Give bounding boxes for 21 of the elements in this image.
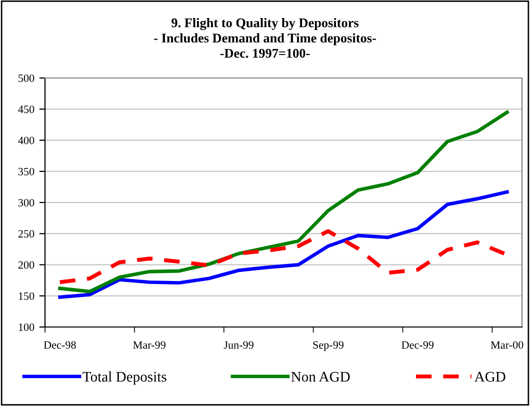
line-series <box>58 110 509 294</box>
y-tick-label: 450 <box>18 106 34 114</box>
legend-label: AGD <box>474 372 506 382</box>
x-tick-label: Mar-00 <box>490 341 524 349</box>
y-tick-label: 350 <box>18 168 34 176</box>
y-tick-label: 150 <box>18 292 34 300</box>
x-tick-label: Sep-99 <box>313 341 344 351</box>
x-tick-label: Jun-99 <box>224 341 254 349</box>
legend-label: Non AGD <box>291 372 350 382</box>
y-tick-label: 250 <box>18 230 34 238</box>
y-tick-label: 200 <box>18 261 34 269</box>
chart-title: 9. Flight to Quality by Depositors - Includes Demand and Time depositos- -Dec. 1997=100- <box>154 18 376 58</box>
y-tick-label: 100 <box>18 323 34 331</box>
x-tick-label: Dec-99 <box>402 341 434 349</box>
x-tick-label: Dec-98 <box>44 341 76 349</box>
x-tick-label: Mar-99 <box>133 341 166 349</box>
line-series <box>58 190 509 299</box>
y-tick-label: 300 <box>18 198 34 206</box>
y-tick-label: 500 <box>18 74 34 82</box>
y-tick-label: 400 <box>18 136 34 144</box>
legend-label: Total Deposits <box>82 371 166 385</box>
